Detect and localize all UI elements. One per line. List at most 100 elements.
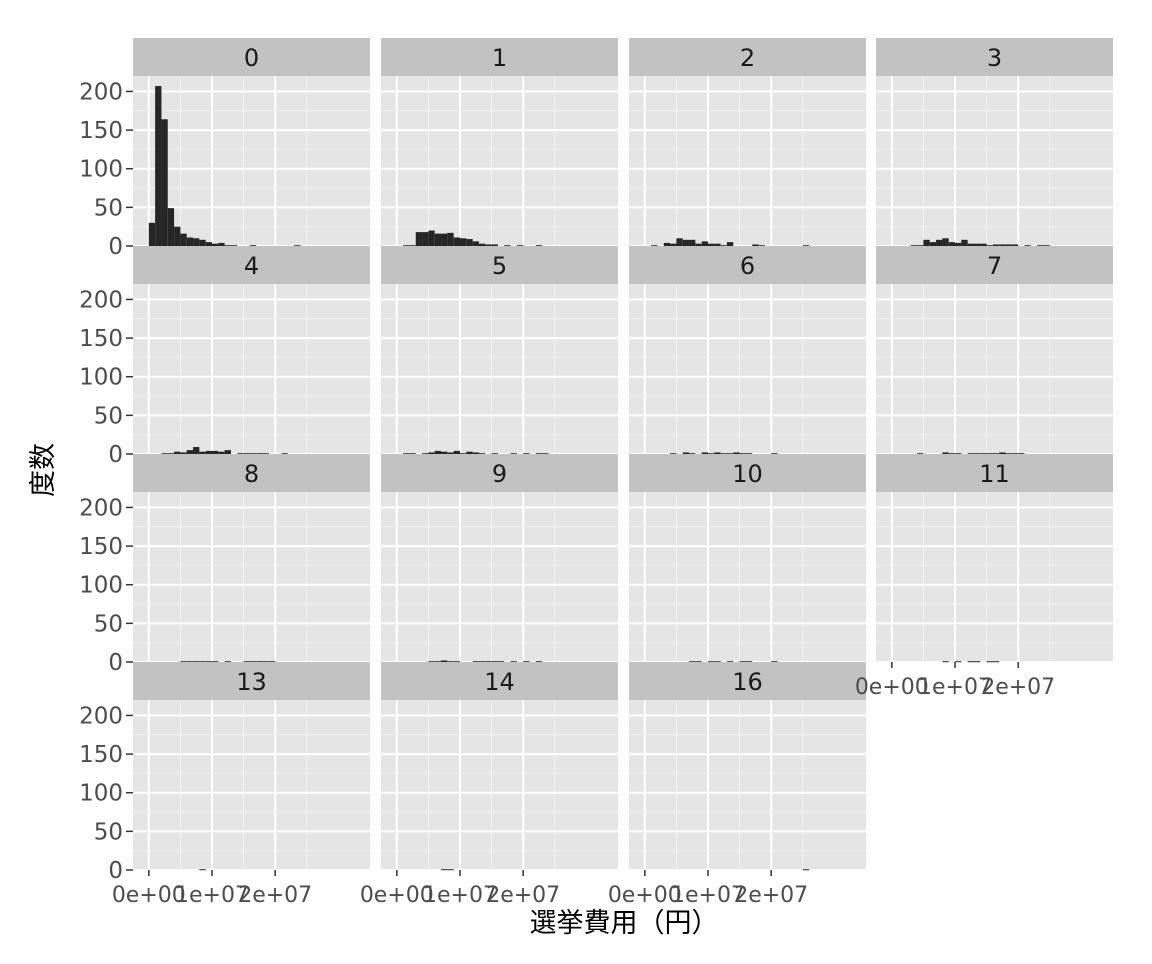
x-tick-label: 2e+07 (486, 883, 560, 908)
histogram-bar (992, 244, 1000, 246)
histogram-bar (441, 451, 448, 454)
histogram-bar (167, 453, 175, 455)
histogram-bar (230, 245, 238, 247)
histogram-bar (942, 238, 949, 246)
panels-layer: 0 1 2 3 4 5 6 7 8 9 10 11 13 14 16 (133, 38, 1113, 871)
histogram-bar (942, 661, 949, 663)
facet-strip (381, 454, 618, 492)
facet-strip (876, 38, 1113, 76)
facet-panel-0: 0 (133, 38, 370, 247)
histogram-bar (447, 661, 454, 663)
histogram-bar (726, 453, 734, 455)
histogram-bar (174, 226, 181, 246)
facet-strip-label: 0 (244, 44, 259, 72)
histogram-bar (955, 242, 962, 246)
y-tick-label: 0 (108, 650, 123, 676)
histogram-bar (695, 661, 702, 663)
histogram-bar (415, 232, 423, 246)
histogram-bar (218, 451, 225, 454)
histogram-bar (510, 453, 517, 455)
histogram-bar (651, 245, 658, 247)
histogram-bar (205, 661, 212, 663)
facet-strip-label: 13 (236, 668, 267, 696)
histogram-bar (752, 244, 759, 246)
histogram-bar (676, 238, 683, 246)
histogram-bar (224, 245, 231, 247)
histogram-bar (535, 453, 543, 455)
histogram-bar (980, 243, 987, 246)
histogram-bar (689, 453, 696, 455)
histogram-bar (973, 243, 981, 246)
y-tick-label: 0 (108, 858, 123, 884)
facet-panel-7: 7 (876, 246, 1113, 455)
histogram-bar (224, 450, 231, 454)
histogram-bar (256, 661, 263, 663)
histogram-bar (249, 245, 257, 247)
histogram-bar (1005, 453, 1012, 455)
histogram-bar (422, 453, 429, 455)
facet-strip-label: 14 (484, 668, 515, 696)
histogram-bar (1011, 453, 1019, 455)
histogram-bar (262, 661, 269, 663)
x-tick-label: 2e+07 (981, 675, 1055, 700)
facet-strip-label: 16 (732, 668, 763, 696)
histogram-bar (714, 661, 721, 663)
histogram-bar (262, 453, 269, 455)
histogram-bar (409, 245, 416, 247)
histogram-bar (237, 453, 244, 455)
histogram-bar (739, 453, 746, 455)
histogram-bar (708, 453, 715, 455)
histogram-bar (504, 245, 511, 247)
histogram-bar (670, 453, 677, 455)
facet-panel-3: 3 (876, 38, 1113, 247)
histogram-bar (714, 452, 721, 454)
histogram-bar (535, 245, 543, 247)
histogram-bar (212, 243, 219, 246)
facet-strip-label: 4 (244, 252, 259, 280)
histogram-bar (917, 245, 924, 247)
histogram-bar (428, 661, 435, 663)
histogram-bar (453, 450, 460, 454)
histogram-bar (466, 239, 473, 246)
y-tick-label: 50 (94, 611, 123, 637)
plot-background (629, 76, 866, 246)
facet-strip (629, 662, 866, 700)
histogram-bar (460, 453, 467, 455)
histogram-bar (510, 661, 517, 663)
histogram-bar (745, 453, 753, 455)
facet-strip (133, 38, 370, 76)
histogram-bar (256, 453, 263, 455)
histogram-bar (720, 245, 727, 247)
histogram-bar (243, 661, 250, 663)
histogram-bar (478, 243, 486, 246)
histogram-bar (948, 242, 955, 246)
y-axis-title: 度数 (28, 443, 59, 497)
plot-background (133, 492, 370, 662)
histogram-bar (1043, 245, 1050, 247)
facet-panel-8: 8 (133, 454, 370, 663)
histogram-bar (466, 451, 473, 454)
histogram-bar (193, 661, 200, 663)
histogram-bar (441, 869, 448, 871)
x-tick-label: 1e+07 (671, 883, 745, 908)
histogram-bar (180, 661, 187, 663)
histogram-bar (973, 661, 981, 663)
histogram-bar (186, 450, 194, 454)
facet-panel-11: 11 (876, 454, 1113, 663)
histogram-bar (193, 447, 200, 454)
histogram-bar (491, 453, 498, 455)
facet-panel-4: 4 (133, 246, 370, 455)
y-tick-label: 50 (94, 819, 123, 845)
facet-panel-16: 16 (629, 662, 866, 871)
histogram-bar (720, 453, 727, 455)
histogram-bar (186, 661, 194, 663)
facet-strip (876, 246, 1113, 284)
histogram-bar (193, 238, 200, 246)
x-tick-label: 0e+00 (360, 883, 434, 908)
histogram-bar (447, 232, 454, 246)
histogram-bar (733, 452, 740, 454)
facet-strip (876, 454, 1113, 492)
y-tick-label: 200 (79, 287, 123, 313)
histogram-bar (739, 661, 746, 663)
